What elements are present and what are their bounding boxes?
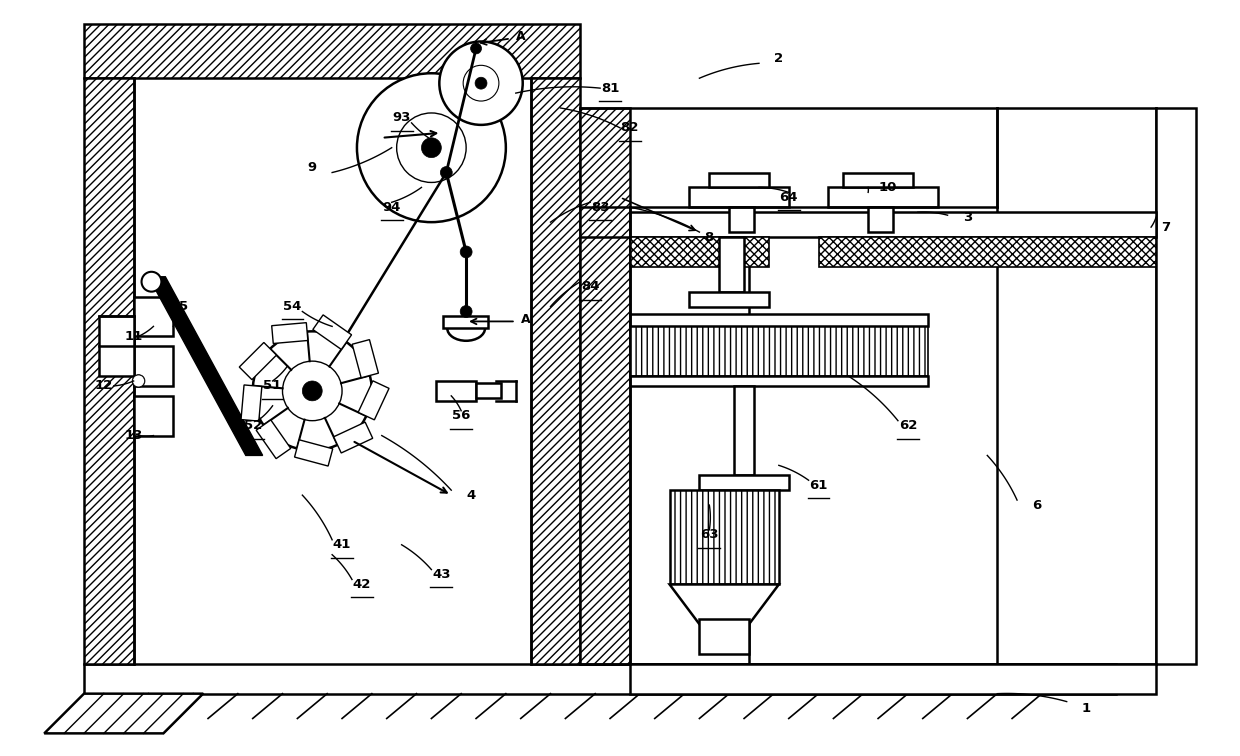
- Text: 62: 62: [899, 419, 918, 432]
- Bar: [134, 346, 174, 386]
- Bar: [719, 237, 744, 292]
- Circle shape: [475, 77, 487, 89]
- Text: 56: 56: [453, 409, 470, 422]
- Bar: [134, 296, 174, 336]
- Circle shape: [133, 375, 145, 387]
- Polygon shape: [670, 584, 779, 624]
- Polygon shape: [295, 440, 332, 466]
- Polygon shape: [358, 381, 389, 420]
- Bar: [84, 664, 1116, 694]
- Text: 84: 84: [582, 280, 599, 293]
- Bar: [709, 172, 769, 187]
- Circle shape: [133, 375, 145, 387]
- Text: 11: 11: [124, 330, 143, 342]
- Bar: [630, 314, 928, 327]
- Text: 93: 93: [392, 111, 410, 125]
- Text: 51: 51: [263, 380, 281, 392]
- Text: 94: 94: [382, 201, 401, 214]
- Bar: [689, 187, 789, 207]
- Text: 54: 54: [283, 300, 301, 313]
- Text: 64: 64: [780, 191, 799, 204]
- Circle shape: [471, 43, 481, 54]
- Circle shape: [439, 42, 523, 125]
- Circle shape: [440, 166, 453, 178]
- Bar: [84, 23, 580, 78]
- Circle shape: [253, 331, 372, 451]
- Bar: [630, 327, 928, 376]
- Bar: [99, 317, 134, 376]
- Bar: [1156, 108, 1195, 664]
- Bar: [476, 383, 501, 398]
- Bar: [729, 207, 754, 232]
- Text: 4: 4: [466, 488, 476, 502]
- Bar: [134, 396, 174, 435]
- Circle shape: [460, 246, 472, 258]
- Polygon shape: [272, 323, 308, 343]
- Polygon shape: [45, 694, 203, 733]
- Bar: [630, 664, 1156, 694]
- Circle shape: [357, 73, 506, 222]
- Bar: [630, 237, 769, 267]
- Text: 63: 63: [701, 528, 719, 541]
- Bar: [630, 212, 1156, 237]
- Bar: [630, 376, 928, 386]
- Bar: [436, 381, 476, 401]
- Polygon shape: [352, 339, 378, 378]
- Bar: [843, 172, 913, 187]
- Polygon shape: [257, 420, 290, 459]
- Polygon shape: [149, 277, 263, 455]
- Text: 12: 12: [94, 380, 113, 392]
- Circle shape: [303, 381, 322, 401]
- Text: 8: 8: [704, 231, 714, 243]
- Bar: [670, 490, 779, 584]
- Text: 81: 81: [601, 82, 619, 94]
- Text: A: A: [521, 313, 531, 326]
- Circle shape: [460, 305, 472, 318]
- Bar: [828, 187, 937, 207]
- Circle shape: [141, 272, 161, 292]
- Text: 3: 3: [962, 211, 972, 224]
- Text: 5: 5: [179, 300, 187, 313]
- Circle shape: [422, 138, 441, 158]
- Bar: [818, 237, 1156, 267]
- Text: 9: 9: [308, 161, 317, 174]
- Polygon shape: [241, 385, 262, 421]
- Bar: [734, 386, 754, 476]
- Text: A: A: [516, 30, 526, 43]
- Polygon shape: [334, 422, 373, 453]
- Text: 13: 13: [124, 429, 143, 442]
- Bar: [699, 619, 749, 654]
- Circle shape: [464, 65, 498, 101]
- Text: 10: 10: [879, 181, 898, 194]
- Text: 82: 82: [621, 122, 639, 135]
- Text: 41: 41: [332, 538, 351, 551]
- Bar: [580, 108, 630, 664]
- Bar: [868, 207, 893, 232]
- Polygon shape: [239, 342, 277, 380]
- Text: 2: 2: [774, 52, 784, 65]
- Text: 1: 1: [1083, 702, 1091, 715]
- Circle shape: [397, 113, 466, 182]
- Text: 6: 6: [1032, 498, 1042, 512]
- Bar: [444, 317, 489, 328]
- Text: 43: 43: [432, 568, 450, 581]
- Text: 42: 42: [352, 578, 371, 591]
- Bar: [689, 292, 769, 306]
- Bar: [699, 476, 789, 490]
- Polygon shape: [312, 314, 352, 349]
- Text: 52: 52: [243, 419, 262, 432]
- Circle shape: [283, 361, 342, 420]
- Text: 7: 7: [1162, 221, 1171, 234]
- Text: 61: 61: [810, 479, 828, 491]
- Bar: [84, 78, 134, 664]
- Text: 83: 83: [591, 201, 609, 214]
- Bar: [531, 78, 580, 664]
